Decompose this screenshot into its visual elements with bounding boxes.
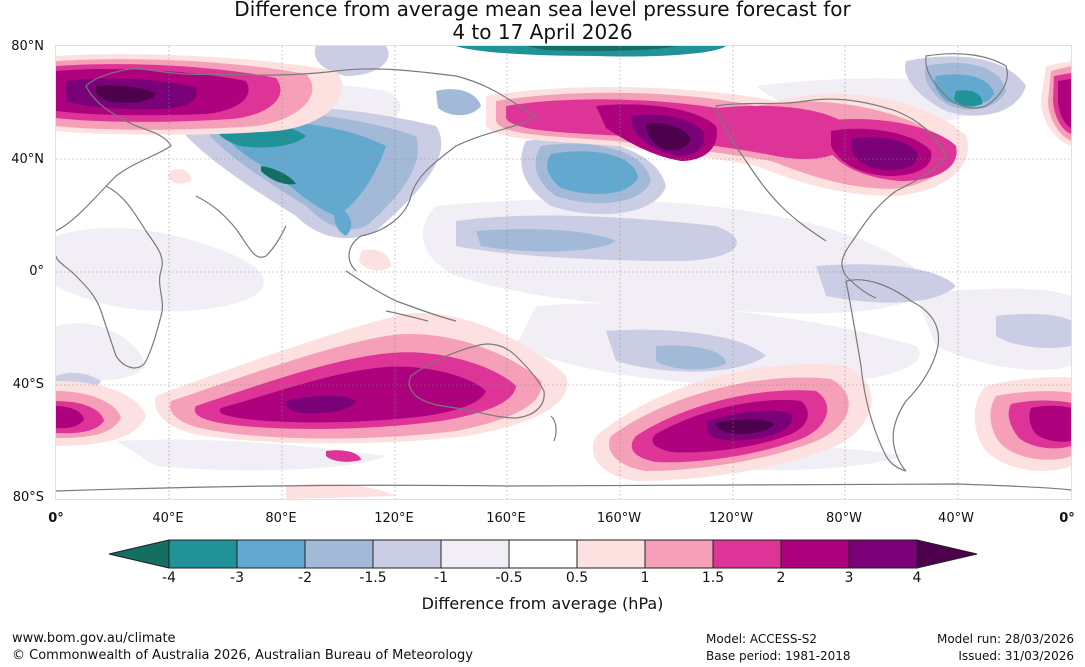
legend-tick-label: 3	[844, 570, 854, 586]
legend-extend-low	[108, 539, 170, 569]
graticule	[56, 46, 1071, 499]
legend-swatch	[780, 539, 850, 569]
legend-swatch	[372, 539, 442, 569]
lon-label-0-left: 0°	[48, 511, 64, 526]
legend-swatch	[168, 539, 238, 569]
legend-colorbar	[108, 539, 978, 569]
legend-tick-label: -3	[230, 570, 244, 586]
legend-tick-label: -4	[162, 570, 176, 586]
lat-label-40s: 40°S	[12, 377, 44, 392]
legend-tick-label: -1	[434, 570, 448, 586]
anomaly-band-plus-4	[95, 85, 774, 434]
legend-swatch	[236, 539, 306, 569]
lon-label-120w: 120°W	[708, 511, 754, 526]
legend-tick-label: 4	[912, 570, 922, 586]
lon-label-0-right: 0°	[1059, 511, 1075, 526]
map-title: Difference from average mean sea level p…	[0, 0, 1085, 44]
lon-label-40w: 40°W	[938, 511, 974, 526]
coastlines	[56, 53, 1071, 492]
footer-copyright: © Commonwealth of Australia 2026, Austra…	[12, 648, 473, 663]
lon-label-120e: 120°E	[374, 511, 414, 526]
legend-extend-high	[916, 539, 978, 569]
lon-label-80w: 80°W	[826, 511, 862, 526]
footer-issued: Issued: 31/03/2026	[958, 649, 1074, 663]
legend-swatch	[508, 539, 578, 569]
footer-model-run: Model run: 28/03/2026	[936, 632, 1074, 646]
legend-tick-label: -0.5	[495, 570, 523, 586]
lat-label-equator: 0°	[29, 264, 44, 279]
legend-title: Difference from average (hPa)	[421, 594, 664, 613]
legend-swatch	[304, 539, 374, 569]
lat-label-80n: 80°N	[11, 39, 44, 54]
legend-tick-label: -2	[298, 570, 312, 586]
lat-label-80s: 80°S	[12, 490, 44, 505]
legend-tick-label: 0.5	[565, 570, 589, 586]
lon-label-80e: 80°E	[265, 511, 297, 526]
lon-label-40e: 40°E	[152, 511, 184, 526]
legend-tick-label: 1	[640, 570, 650, 586]
legend-swatch	[644, 539, 714, 569]
legend-swatch	[712, 539, 782, 569]
legend-swatch	[848, 539, 918, 569]
legend-tick-label: -1.5	[359, 570, 387, 586]
legend-swatch	[576, 539, 646, 569]
footer-model: Model: ACCESS-S2	[706, 632, 818, 646]
footer-base-period: Base period: 1981-2018	[706, 649, 851, 663]
footer-website: www.bom.gov.au/climate	[12, 631, 176, 646]
legend-swatch	[440, 539, 510, 569]
lon-label-160e: 160°E	[486, 511, 526, 526]
title-line-2: 4 to 17 April 2026	[452, 20, 633, 44]
legend-tick-label: 1.5	[701, 570, 725, 586]
title-line-1: Difference from average mean sea level p…	[234, 0, 851, 21]
lat-label-40n: 40°N	[11, 152, 44, 167]
lon-label-160w: 160°W	[596, 511, 642, 526]
map-canvas	[56, 46, 1071, 499]
pressure-anomaly-map	[55, 45, 1072, 500]
anomaly-band-minus-4	[261, 46, 676, 185]
legend-tick-label: 2	[776, 570, 786, 586]
